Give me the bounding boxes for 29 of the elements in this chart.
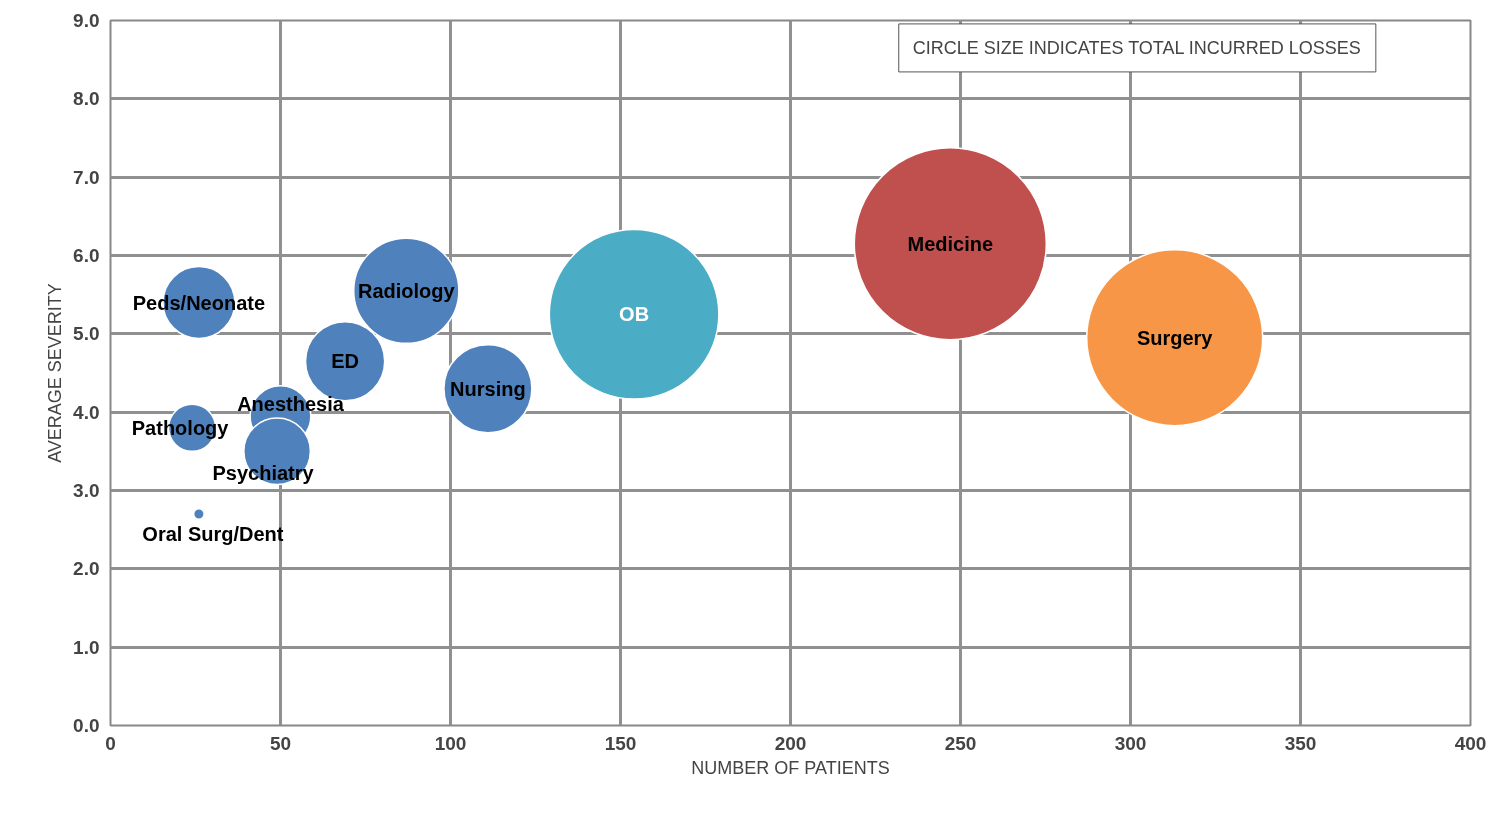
x-tick-label: 150	[604, 732, 637, 754]
x-tick-label: 200	[774, 732, 807, 754]
x-tick-label: 0	[105, 732, 116, 754]
y-tick-label: 1.0	[73, 636, 100, 658]
y-tick-label: 2.0	[73, 558, 100, 580]
series-label: Radiology	[357, 279, 456, 302]
y-tick-label: 5.0	[73, 323, 100, 345]
x-tick-label: 100	[434, 732, 467, 754]
y-tick-label: 0.0	[73, 715, 100, 736]
series-label: Medicine	[907, 232, 994, 255]
series-label: OB	[619, 303, 650, 326]
series-label: ED	[331, 350, 360, 373]
y-axis-title: AVERAGE SEVERITY	[45, 283, 66, 463]
series-label: Nursing	[450, 377, 526, 400]
y-tick-label: 4.0	[73, 401, 100, 423]
y-tick-label: 3.0	[73, 480, 100, 501]
series-label: Oral Surg/Dent	[142, 523, 284, 545]
x-axis-title: NUMBER OF PATIENTS	[691, 757, 890, 778]
y-tick-label: 8.0	[73, 88, 100, 110]
x-tick-label: 400	[1454, 732, 1487, 754]
series-label: Surgery	[1136, 326, 1214, 349]
x-tick-label: 350	[1284, 732, 1317, 754]
annotation: CIRCLE SIZE INDICATES TOTAL INCURRED LOSSES	[912, 37, 1361, 58]
x-tick-label: 50	[269, 732, 292, 754]
x-tick-label: 250	[944, 732, 977, 754]
x-tick-label: 300	[1114, 732, 1147, 754]
y-tick-label: 6.0	[73, 245, 100, 266]
y-tick-label: 7.0	[73, 166, 100, 188]
y-tick-label: 9.0	[73, 10, 100, 31]
